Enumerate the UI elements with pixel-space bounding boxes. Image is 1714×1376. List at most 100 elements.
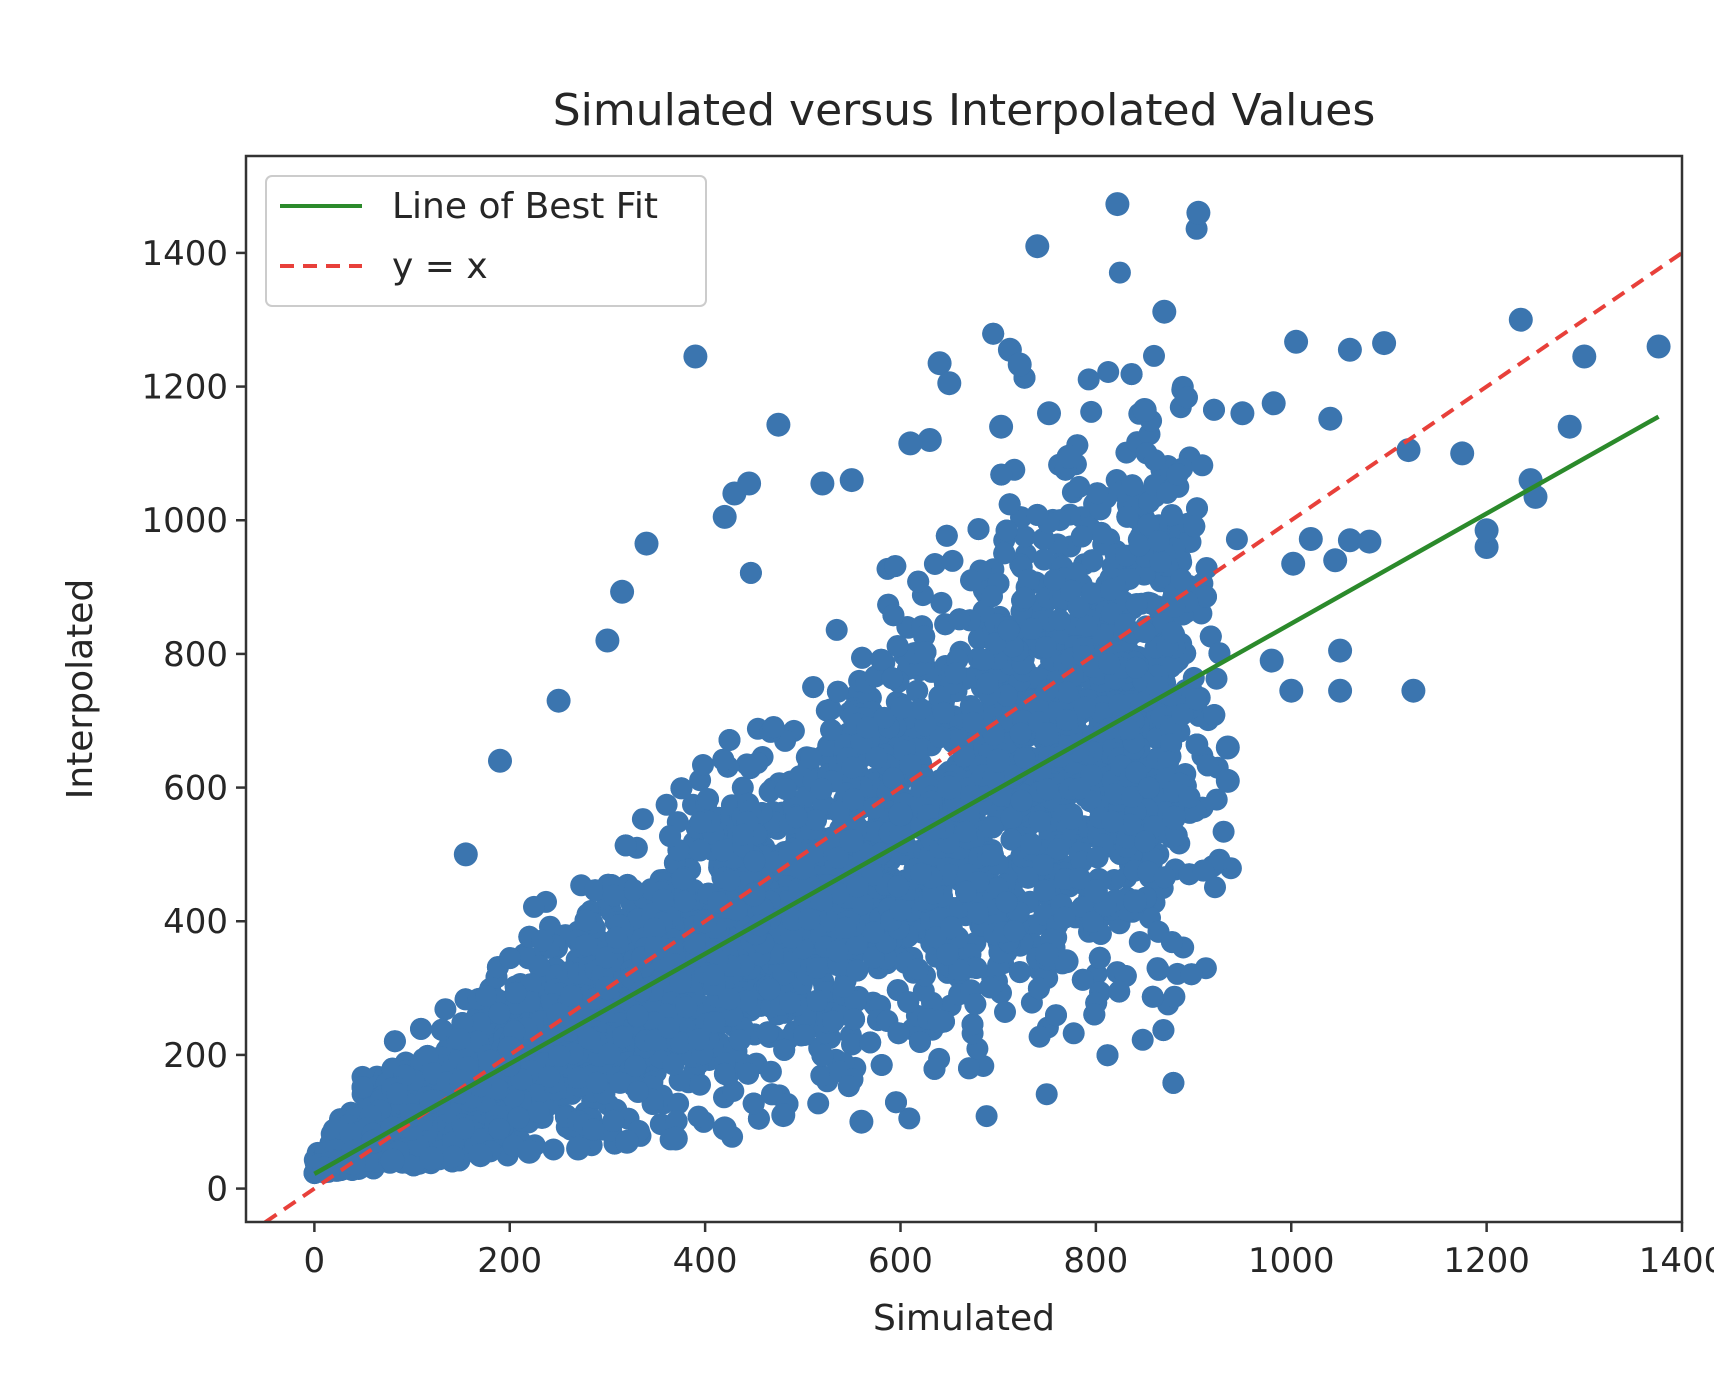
scatter-point: [914, 641, 937, 664]
scatter-point: [806, 957, 829, 979]
scatter-point: [810, 889, 833, 912]
scatter-point: [898, 1107, 921, 1130]
scatter-point: [887, 875, 910, 898]
scatter-point: [1069, 867, 1092, 890]
scatter-point: [1013, 525, 1036, 548]
scatter-point: [793, 1024, 816, 1046]
scatter-point: [954, 820, 977, 843]
scatter-point: [785, 806, 808, 829]
scatter-point: [1152, 1019, 1175, 1042]
scatter-point: [1027, 977, 1050, 1000]
scatter-point: [820, 719, 843, 741]
scatter-point: [774, 778, 797, 801]
scatter-point: [548, 1044, 571, 1067]
scatter-point: [684, 932, 706, 955]
scatter-point: [930, 591, 953, 614]
scatter-point: [735, 989, 758, 1012]
scatter-point: [845, 933, 868, 956]
scatter-point: [475, 985, 497, 1007]
scatter-point: [1195, 557, 1218, 580]
scatter-point: [605, 926, 628, 949]
scatter-point: [665, 1110, 688, 1133]
scatter-point: [889, 899, 912, 922]
scatter-point: [953, 745, 976, 768]
scatter-point: [1156, 481, 1179, 504]
scatter-point: [995, 684, 1018, 707]
scatter-point: [856, 716, 879, 739]
scatter-point: [528, 955, 551, 978]
scatter-point: [1204, 876, 1226, 899]
scatter-point: [488, 1002, 511, 1025]
scatter-point: [692, 754, 714, 776]
scatter-point: [697, 788, 719, 811]
scatter-point: [965, 957, 988, 979]
scatter-point: [584, 879, 607, 902]
scatter-point: [844, 990, 867, 1013]
scatter-point: [1097, 361, 1120, 383]
scatter-point: [725, 899, 748, 921]
scatter-point: [1035, 636, 1057, 659]
scatter-point: [907, 958, 929, 981]
scatter-point: [887, 1022, 910, 1045]
scatter-point: [626, 1004, 649, 1027]
scatter-point: [806, 989, 828, 1012]
scatter-point: [1212, 820, 1235, 843]
scatter-point: [351, 1076, 374, 1099]
scatter-point: [773, 1038, 796, 1061]
scatter-point: [610, 1026, 633, 1049]
scatter-point: [998, 493, 1021, 516]
scatter-point: [1108, 261, 1131, 284]
scatter-point: [1086, 846, 1109, 869]
scatter-point: [994, 1001, 1016, 1023]
scatter-point: [1029, 759, 1052, 782]
scatter-point: [841, 756, 864, 779]
scatter-point: [1165, 824, 1188, 847]
scatter-point: [1146, 675, 1169, 698]
scatter-point: [1081, 910, 1104, 933]
scatter-point: [827, 800, 850, 823]
plot-area: [261, 192, 1682, 1222]
scatter-point: [1180, 963, 1203, 986]
scatter-point: [1101, 810, 1124, 833]
scatter-point: [1072, 645, 1095, 667]
scatter-point: [1017, 866, 1039, 889]
scatter-point: [843, 1008, 866, 1031]
scatter-point: [944, 662, 967, 685]
scatter-point: [980, 585, 1003, 608]
scatter-point: [1149, 551, 1172, 573]
scatter-point: [862, 946, 885, 969]
scatter-point: [687, 1105, 710, 1128]
scatter-point: [1108, 980, 1131, 1003]
scatter-point: [995, 519, 1018, 542]
scatter-point: [1036, 778, 1059, 801]
scatter-point: [993, 542, 1016, 565]
scatter-point: [990, 463, 1013, 486]
scatter-point: [711, 839, 734, 862]
scatter-point: [1068, 475, 1091, 498]
scatter-point: [984, 632, 1007, 655]
scatter-point: [1028, 810, 1051, 833]
scatter-point: [1062, 1022, 1085, 1045]
scatter-point: [542, 1138, 565, 1161]
scatter-point: [975, 1105, 998, 1128]
scatter-point: [1125, 593, 1148, 616]
scatter-point: [643, 917, 666, 940]
scatter-point: [865, 746, 888, 769]
scatter-point: [967, 518, 990, 541]
scatter-point: [1161, 621, 1184, 644]
scatter-point: [1080, 582, 1103, 605]
scatter-point: [1128, 931, 1151, 953]
scatter-point: [1071, 968, 1094, 991]
scatter-point: [739, 561, 762, 584]
scatter-point: [873, 706, 896, 729]
scatter-point: [1060, 807, 1083, 830]
chart-title: Simulated versus Interpolated Values: [553, 85, 1376, 136]
scatter-point: [1191, 454, 1214, 477]
scatter-point: [675, 996, 698, 1019]
scatter-point: [622, 878, 645, 901]
scatter-point: [728, 1029, 751, 1051]
scatter-point: [1138, 491, 1161, 514]
scatter-point: [940, 916, 963, 939]
scatter-point: [1137, 860, 1159, 883]
